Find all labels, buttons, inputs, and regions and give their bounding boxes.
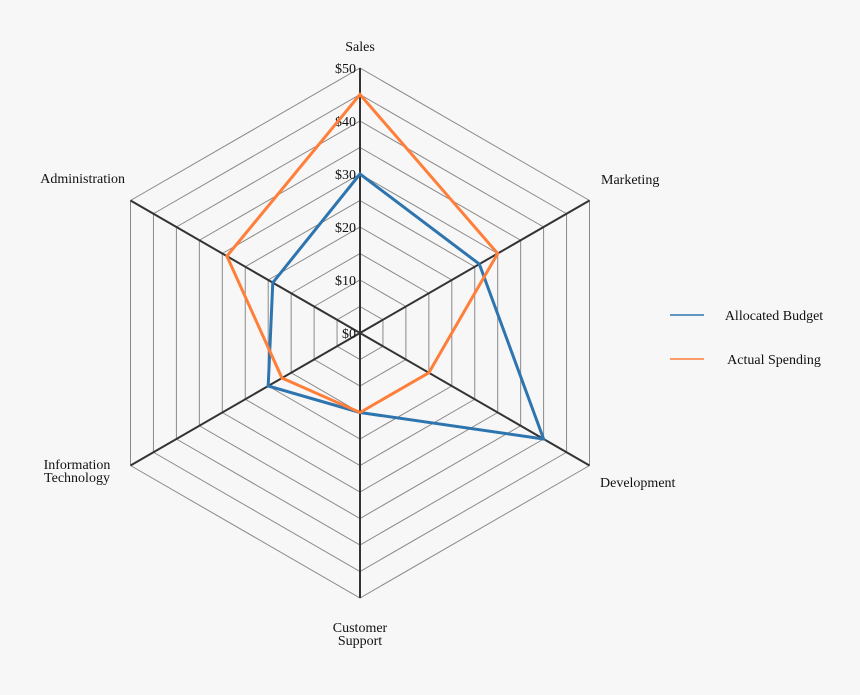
- legend-label: Actual Spending: [727, 353, 821, 368]
- axis-label: Administration: [40, 172, 125, 187]
- legend-label: Allocated Budget: [725, 309, 823, 324]
- axis-labels: Sales Marketing Development CustomerSupport…: [40, 40, 675, 649]
- axis-line: [130, 332, 361, 467]
- tick-label: $50: [335, 62, 356, 77]
- axis-line: [359, 332, 590, 467]
- tick-label: $10: [335, 274, 356, 289]
- tick-label: $30: [335, 168, 356, 183]
- axis-line: [359, 199, 590, 334]
- axis-label: Development: [600, 476, 676, 491]
- axis-label: Sales: [345, 40, 375, 55]
- axis-label: Technology: [44, 471, 110, 486]
- axis-label: Customer: [333, 621, 388, 636]
- axis-label: Marketing: [601, 173, 659, 188]
- tick-label: $20: [335, 221, 356, 236]
- axis-line: [130, 199, 361, 334]
- axes: [130, 68, 590, 598]
- tick-label: $0: [342, 327, 356, 342]
- axis-label: Support: [338, 634, 382, 649]
- series: [225, 92, 546, 441]
- legend[interactable]: Allocated Budget Actual Spending: [670, 309, 823, 368]
- axis-label: Information: [44, 458, 111, 473]
